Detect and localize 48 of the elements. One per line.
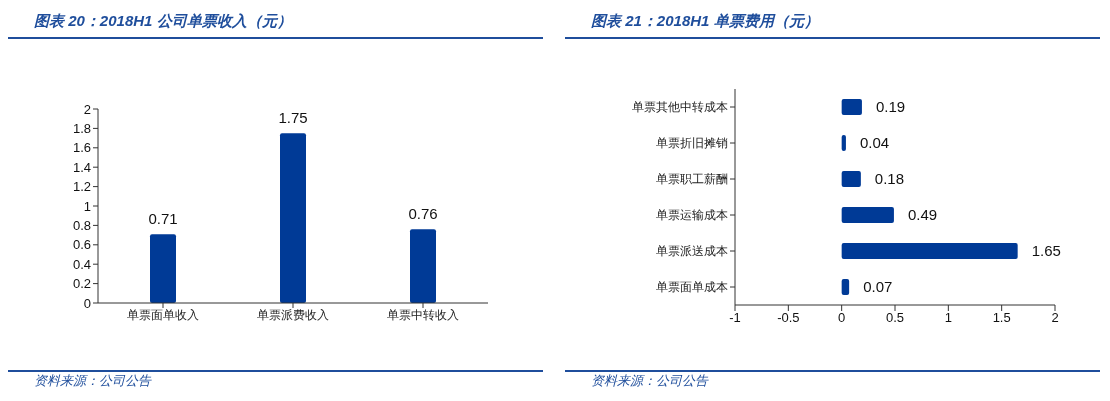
data-label: 0.49 — [907, 206, 938, 224]
bar — [841, 279, 850, 296]
text: 资料来源：公司公告 — [591, 373, 708, 388]
y-tick-label: 0.2 — [72, 276, 91, 292]
bar — [841, 207, 894, 224]
y-tick-label: 1.8 — [72, 121, 91, 137]
x-tick-label: 单票派费收入 — [257, 307, 329, 322]
x-tick-label: 1.5 — [992, 310, 1011, 326]
data-label: 0.71 — [148, 210, 178, 228]
y-tick-label: 单票面单成本 — [656, 280, 728, 295]
y-tick-label: 单票折旧摊销 — [656, 136, 728, 151]
data-label: 0.07 — [863, 278, 893, 296]
data-label: 0.18 — [874, 170, 905, 188]
x-tick-label: 2 — [1051, 310, 1059, 326]
bar — [841, 99, 862, 116]
chart-title: 图表 20：2018H1 公司单票收入（元） — [8, 8, 543, 39]
y-tick-label: 单票派送成本 — [656, 244, 728, 259]
chart-title: 图表 21：2018H1 单票费用（元） — [565, 8, 1100, 39]
bar — [150, 234, 176, 303]
data-label: 1.65 — [1031, 242, 1061, 260]
y-tick-label: 单票其他中转成本 — [632, 100, 728, 115]
data-label: 0.19 — [875, 98, 906, 116]
bar — [841, 171, 861, 188]
y-tick-label: 2 — [83, 101, 91, 117]
y-tick-label: 0.6 — [72, 237, 91, 253]
x-tick-label: 0.5 — [885, 310, 905, 326]
x-tick-label: 0 — [838, 310, 846, 326]
y-tick-label: 单票运输成本 — [656, 208, 728, 223]
y-tick-label: 1 — [83, 198, 91, 214]
x-tick-label: 单票中转收入 — [387, 307, 459, 322]
text: 资料来源：公司公告 — [34, 373, 151, 388]
y-tick-label: 0.4 — [72, 256, 91, 272]
y-tick-label: 0 — [83, 295, 91, 311]
data-label: 1.75 — [278, 109, 308, 127]
x-tick-label: -1 — [729, 310, 741, 326]
y-tick-label: 1.4 — [72, 159, 91, 175]
bar — [280, 133, 306, 303]
x-tick-label: -0.5 — [777, 310, 800, 326]
y-tick-label: 0.8 — [72, 218, 91, 234]
data-label: 0.04 — [859, 134, 890, 152]
bar — [410, 229, 436, 303]
y-tick-label: 单票职工薪酬 — [656, 172, 728, 187]
x-tick-label: 单票面单收入 — [127, 307, 199, 322]
x-tick-label: 1 — [944, 310, 952, 326]
data-label: 0.76 — [408, 205, 438, 223]
bar — [841, 243, 1018, 260]
y-tick-label: 1.6 — [72, 140, 91, 156]
y-tick-label: 1.2 — [72, 179, 91, 195]
